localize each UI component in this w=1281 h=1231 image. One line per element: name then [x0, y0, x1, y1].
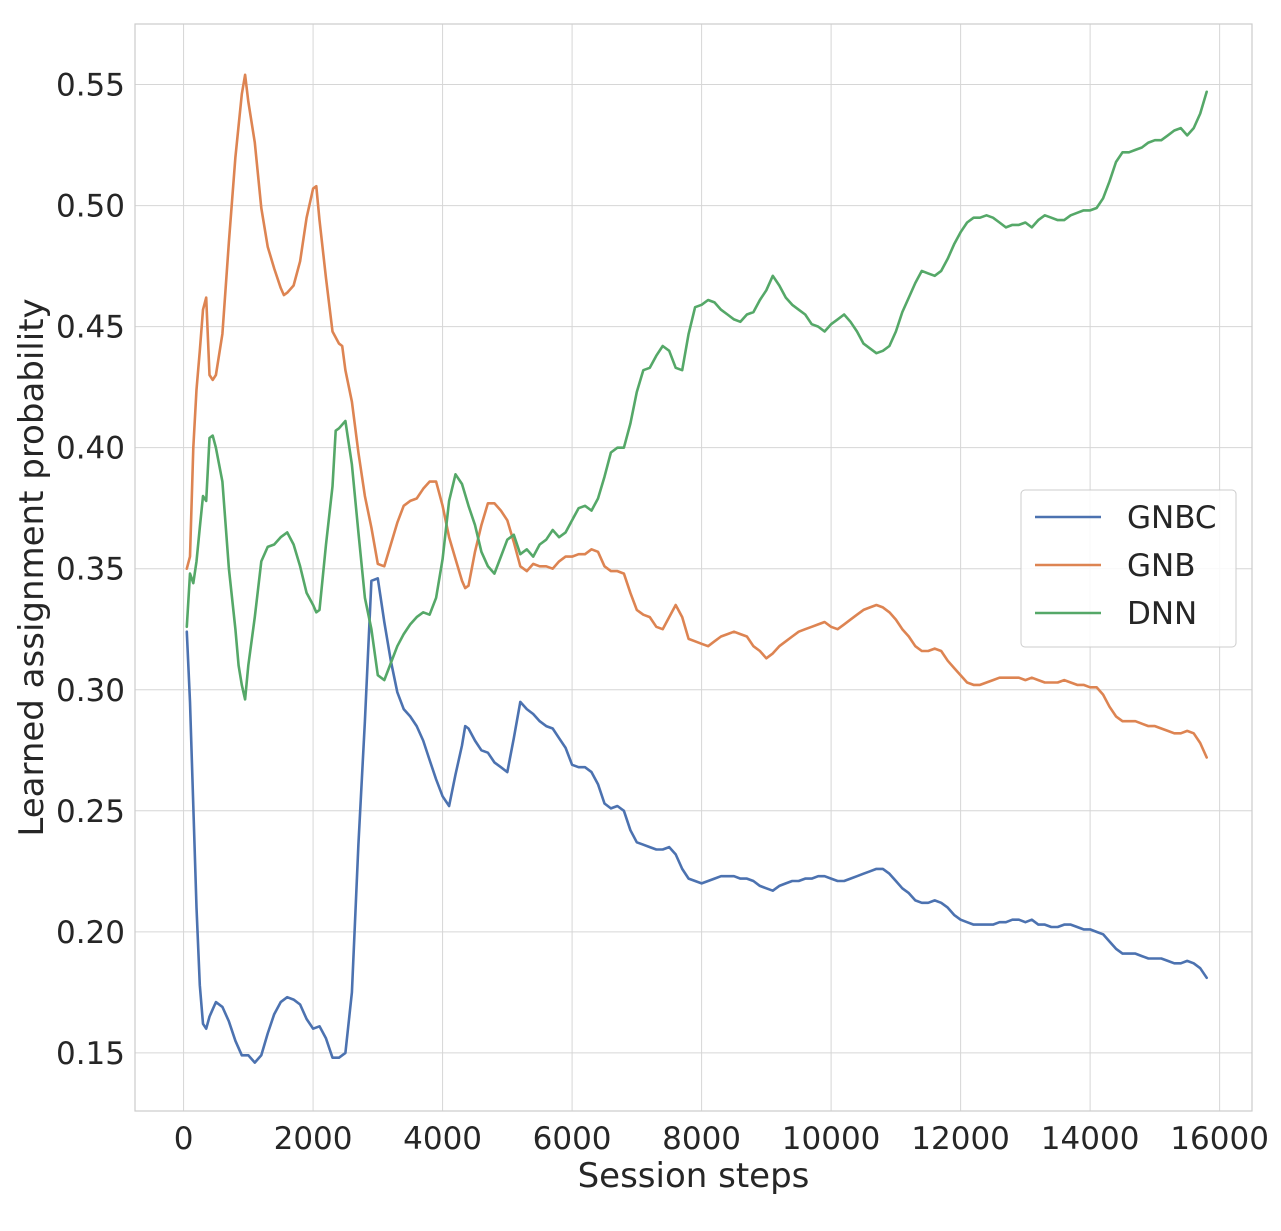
- x-tick-label: 16000: [1170, 1121, 1269, 1157]
- legend-label-gnb: GNB: [1127, 548, 1195, 584]
- legend-label-dnn: DNN: [1127, 596, 1197, 632]
- legend-box: [1020, 489, 1237, 648]
- y-axis-label: Learned assignment probability: [12, 298, 52, 836]
- x-tick-label: 6000: [533, 1121, 612, 1157]
- y-tick-label: 0.50: [56, 189, 125, 225]
- x-axis-tick-labels: 0 2000 4000 6000 8000 10000 12000 14000 16000: [174, 1121, 1269, 1157]
- plot-area-frame: [134, 23, 1253, 1112]
- legend-label-gnbc: GNBC: [1127, 500, 1217, 536]
- y-tick-label: 0.30: [56, 673, 125, 709]
- y-axis-tick-labels: 0.15 0.20 0.25 0.30 0.35 0.40 0.45 0.50 0.55: [56, 68, 125, 1072]
- x-tick-label: 2000: [274, 1121, 353, 1157]
- y-tick-label: 0.40: [56, 431, 125, 467]
- x-tick-label: 8000: [662, 1121, 741, 1157]
- series-line-dnn: [185, 90, 1208, 701]
- x-axis-label: Session steps: [578, 1156, 810, 1196]
- series-line-gnbc: [185, 577, 1208, 1064]
- x-tick-label: 0: [174, 1121, 194, 1157]
- y-tick-label: 0.45: [56, 310, 125, 346]
- grid-lines: [135, 24, 1252, 1111]
- y-tick-label: 0.55: [56, 68, 125, 104]
- y-tick-label: 0.25: [56, 794, 125, 830]
- y-tick-label: 0.20: [56, 915, 125, 951]
- series-line-gnb: [185, 73, 1208, 759]
- x-tick-label: 10000: [782, 1121, 881, 1157]
- x-tick-label: 4000: [403, 1121, 482, 1157]
- legend: GNBC GNB DNN: [1020, 489, 1237, 648]
- x-tick-label: 12000: [911, 1121, 1010, 1157]
- series-lines: [185, 73, 1208, 1064]
- y-tick-label: 0.35: [56, 552, 125, 588]
- x-tick-label: 14000: [1041, 1121, 1140, 1157]
- y-tick-label: 0.15: [56, 1036, 125, 1072]
